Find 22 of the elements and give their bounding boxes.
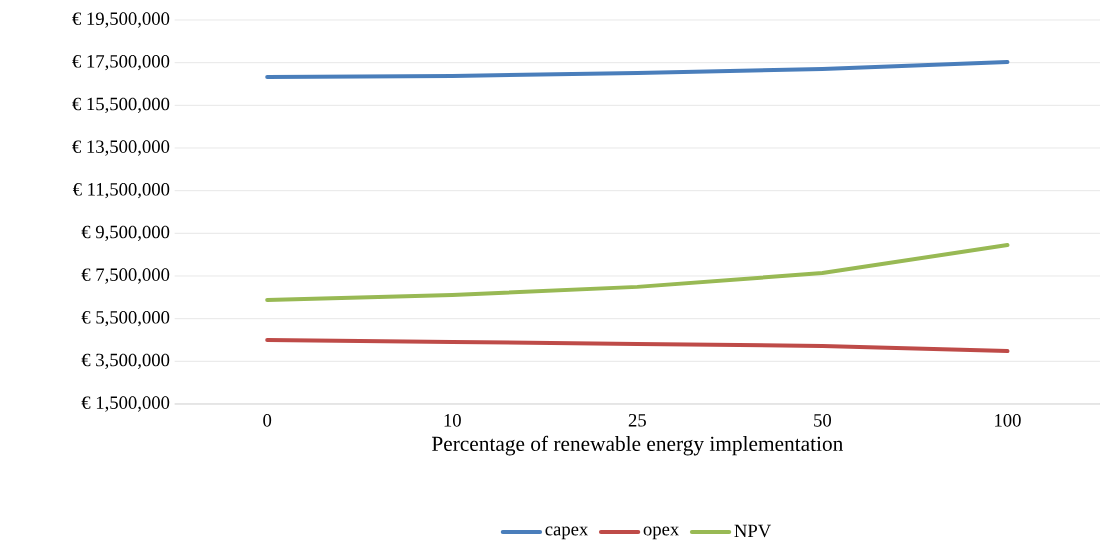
y-tick-label: € 15,500,000 xyxy=(72,97,170,113)
y-tick-label: € 17,500,000 xyxy=(72,54,170,71)
y-tick-label: € 3,500,000 xyxy=(81,353,170,369)
y-tick-label: € 7,500,000 xyxy=(81,268,170,284)
x-tick-label: 25 xyxy=(628,413,646,427)
x-tick-label: 0 xyxy=(263,413,272,427)
legend-label: capex xyxy=(545,526,589,540)
y-tick-label: € 5,500,000 xyxy=(81,310,170,327)
line-series xyxy=(265,242,1010,302)
y-tick-label: € 19,500,000 xyxy=(72,12,170,28)
x-tick-label: 50 xyxy=(814,413,832,427)
x-axis-title: Percentage of renewable energy implementation xyxy=(432,435,843,456)
y-tick-label: € 9,500,000 xyxy=(81,225,170,241)
legend-label: NPV xyxy=(734,524,772,538)
x-tick-label: 100 xyxy=(995,413,1021,427)
y-tick-label: € 13,500,000 xyxy=(72,140,170,156)
y-tick-label: € 1,500,000 xyxy=(81,396,170,412)
x-tick-label: 10 xyxy=(444,413,461,427)
line-series xyxy=(265,337,1010,353)
y-tick-label: € 11,500,000 xyxy=(72,182,170,199)
line-series xyxy=(265,59,1010,79)
legend-label: opex xyxy=(643,526,680,540)
